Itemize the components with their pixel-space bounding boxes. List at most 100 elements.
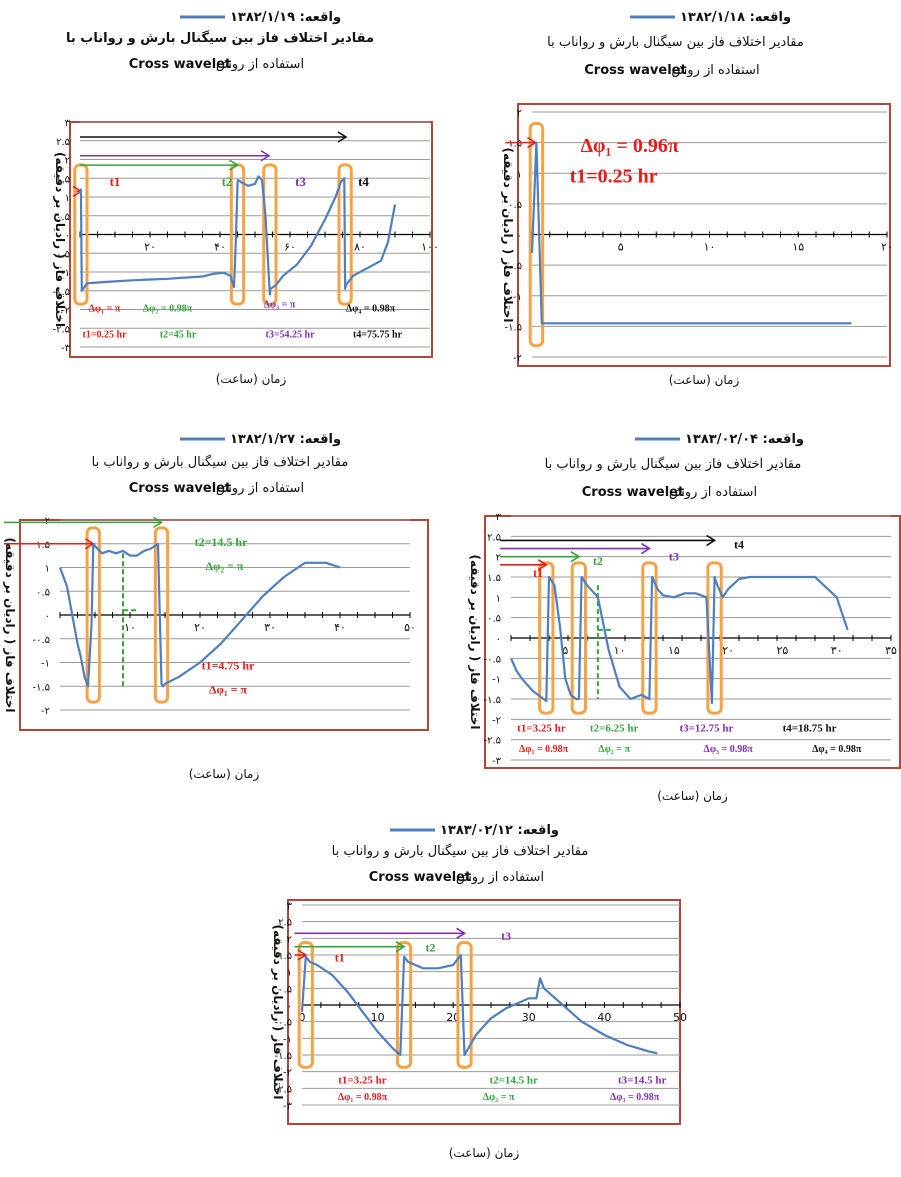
chart-title-method: Cross wavelet	[129, 481, 231, 496]
y-tick-label: ۲	[517, 108, 522, 119]
x-tick-label: ۲۰	[144, 241, 156, 254]
y-tick-label: ۱.۵	[278, 951, 292, 962]
y-axis-label: اختلاف فاز ( رادیان بر دقیقه)	[3, 537, 17, 712]
arrow-head	[153, 516, 164, 529]
y-tick-label: ۲	[65, 156, 70, 167]
plot-frame	[69, 121, 433, 358]
annotation-label: Δφ₂ = 0.98π	[143, 303, 193, 314]
annotation-label: Δφ₁ = 0.96π	[580, 135, 678, 157]
series-line	[509, 575, 849, 705]
y-tick-label: -۰.۵	[32, 635, 50, 646]
x-axis-label: زمان (ساعت)	[216, 372, 287, 387]
chart-c4: واقعه: ۱۳۸۳/۰۲/۰۴ مقادیر اختلاف فاز بین س…	[468, 432, 901, 804]
chart-panel-c2: واقعه: ۱۳۸۲/۱/۱۸ مقادیر اختلاف فاز بین سی…	[450, 0, 901, 405]
annotation-label: t2	[222, 174, 233, 189]
arrow-head	[229, 159, 240, 171]
y-tick-label: -۱.۵	[52, 287, 70, 298]
chart-title-prefix: استفاده از روش	[671, 63, 759, 78]
annotation-label: Δφ₁ = π	[89, 303, 121, 314]
x-axis-label: زمان (ساعت)	[657, 789, 728, 804]
y-tick-label: -۲	[513, 353, 522, 364]
y-tick-label: -۲.۵	[274, 1084, 292, 1095]
y-tick-label: -۲.۵	[483, 736, 501, 747]
annotation-label: t1=0.25 hr	[570, 165, 658, 187]
annotation-label: t4	[734, 538, 744, 552]
chart-panel-c3: واقعه: ۱۳۸۲/۱/۲۷ مقادیر اختلاف فاز بین سی…	[0, 420, 440, 800]
x-tick-label: ۱۵	[668, 644, 680, 657]
annotation-label: t1=0.25 hr	[82, 330, 127, 341]
annotation-label: t1=4.75 hr	[202, 659, 256, 673]
legend-label: واقعه: ۱۳۸۲/۱/۱۸	[680, 10, 791, 25]
y-tick-label: -۱	[61, 268, 70, 279]
highlight-box	[528, 121, 545, 348]
x-tick-label: 40	[597, 1011, 611, 1024]
chart-title-method: Cross wavelet	[129, 57, 231, 72]
y-tick-label: ۱.۵	[36, 540, 50, 551]
annotation-label: t3=54.25 hr	[265, 330, 315, 341]
y-tick-label: -۲	[492, 715, 501, 726]
highlight-box	[337, 163, 353, 306]
y-tick-label: -۳	[61, 343, 71, 354]
y-tick-label: ۲.۵	[487, 532, 501, 543]
y-tick-label: ۳	[65, 118, 71, 129]
legend-label: واقعه: ۱۳۸۲/۱/۱۹	[230, 10, 341, 25]
y-tick-label: -۱	[283, 1034, 292, 1045]
chart-title-method: Cross wavelet	[369, 870, 471, 885]
legend-label: واقعه: ۱۳۸۳/۰۲/۱۲	[440, 823, 559, 838]
y-tick-label: ۰	[517, 231, 522, 242]
x-tick-label: ۱۰	[704, 241, 716, 254]
highlight-box	[538, 561, 555, 715]
y-tick-label: -۳	[283, 1101, 293, 1112]
chart-title-line1: مقادیر اختلاف فاز بین سیگنال بارش و روان…	[545, 456, 802, 472]
chart-title-prefix: استفاده از روش	[216, 57, 304, 72]
y-tick-label: ۱	[65, 193, 70, 204]
plot-frame	[517, 103, 891, 367]
y-tick-label: ۲.۵	[56, 137, 70, 148]
x-tick-label: ۱۵	[792, 241, 804, 254]
chart-title-line1: مقادیر اختلاف فاز بین سیگنال بارش و روان…	[332, 843, 589, 859]
arrow-head	[537, 559, 548, 571]
chart-title-method: Cross wavelet	[582, 485, 684, 500]
y-tick-label: ۳	[496, 512, 502, 523]
highlight-box	[262, 163, 278, 306]
x-tick-label: ۳۵	[885, 644, 897, 657]
x-tick-label: ۳۰	[264, 621, 276, 634]
y-tick-label: -۱.۵	[32, 682, 50, 693]
chart-title-line1: مقادیر اختلاف فاز بین سیگنال بارش و روان…	[547, 34, 804, 50]
y-axis-label: اختلاف فاز ( رادیان بر دقیقه)	[53, 152, 67, 327]
y-tick-label: ۲	[287, 934, 292, 945]
y-tick-label: ۱.۵	[487, 573, 501, 584]
y-tick-label: -۰.۵	[504, 261, 522, 272]
y-tick-label: -۱.۵	[274, 1051, 292, 1062]
annotation-label: Δφ₃ = 0.98π	[610, 1092, 660, 1103]
annotation-label: t2=14.5 hr	[195, 535, 249, 549]
x-tick-label: ۴۰	[334, 621, 346, 634]
chart-title-prefix: استفاده از روش	[669, 485, 757, 500]
chart-title-prefix: استفاده از روش	[456, 870, 544, 885]
plot-frame	[19, 519, 429, 731]
y-tick-label: -۰.۵	[483, 654, 501, 665]
x-tick-label: 10	[371, 1011, 385, 1024]
arrow-head	[456, 927, 467, 940]
y-axis-label: اختلاف فاز ( رادیان بر دقیقه)	[501, 147, 515, 322]
x-tick-label: ۱۰	[124, 621, 136, 634]
y-tick-label: -۲.۵	[52, 324, 70, 335]
annotation-label: Δφ₄ = 0.98π	[812, 744, 862, 755]
annotation-label: t2	[593, 554, 603, 568]
chart-panel-c1: واقعه: ۱۳۸۲/۱/۱۹ مقادیر اختلاف فاز بین سی…	[0, 0, 440, 405]
y-tick-label: ۰	[45, 611, 50, 622]
highlight-box	[456, 941, 473, 1069]
y-tick-label: -۱	[41, 659, 50, 670]
annotation-label: t2=14.5 hr	[489, 1074, 538, 1086]
x-tick-label: ۲۰	[194, 621, 206, 634]
annotation-label: t3	[501, 929, 511, 943]
chart-panel-c4: واقعه: ۱۳۸۳/۰۲/۰۴ مقادیر اختلاف فاز بین س…	[445, 420, 901, 820]
y-tick-label: ۰.۵	[56, 212, 70, 223]
annotation-label: t1=3.25 hr	[517, 723, 566, 735]
x-axis-label: زمان (ساعت)	[449, 1146, 520, 1161]
x-tick-label: ۱۰۰	[421, 241, 439, 254]
chart-title-method: Cross wavelet	[584, 63, 686, 78]
x-tick-label: ۸۰	[354, 241, 366, 254]
arrow-head	[641, 542, 651, 555]
annotation-label: t1	[533, 566, 543, 580]
